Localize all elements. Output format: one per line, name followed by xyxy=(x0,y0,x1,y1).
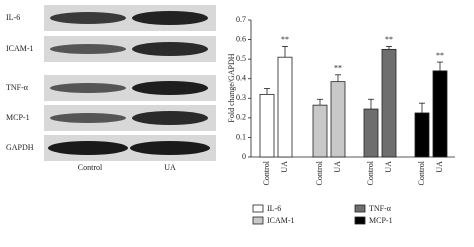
legend-swatch xyxy=(354,204,366,213)
x-tick-label: Control xyxy=(366,160,375,185)
blot-band xyxy=(132,42,208,56)
bar xyxy=(312,104,328,158)
y-axis-label: Fold change/GAPDH xyxy=(227,53,236,122)
y-tick-label: 0.4 xyxy=(236,74,246,83)
legend-label: TNF-α xyxy=(369,204,392,213)
legend-swatch xyxy=(354,216,366,225)
x-tick-label: UA xyxy=(435,161,444,173)
blot-band xyxy=(50,113,126,123)
bar xyxy=(363,108,379,158)
bar xyxy=(432,70,448,158)
blot-column-label: Control xyxy=(78,163,103,172)
blot-band xyxy=(50,12,126,24)
x-tick-label: Control xyxy=(315,160,324,185)
blot-row-label: ICAM-1 xyxy=(6,44,34,53)
legend-swatch xyxy=(252,204,264,213)
blot-band xyxy=(48,141,128,155)
x-tick-label: UA xyxy=(280,161,289,173)
blot-row-label: TNF-α xyxy=(6,83,29,92)
bar xyxy=(259,93,275,158)
x-tick-label: Control xyxy=(417,160,426,185)
blot-column-label: UA xyxy=(164,163,176,172)
blot-band xyxy=(50,44,126,54)
blot-band xyxy=(50,83,126,93)
y-tick-label: 0.3 xyxy=(236,93,246,102)
significance-label: ** xyxy=(281,35,289,44)
y-tick-label: 0.7 xyxy=(236,15,246,24)
blot-band xyxy=(132,111,208,125)
y-tick-label: 0.1 xyxy=(236,132,246,141)
legend-label: MCP-1 xyxy=(369,216,393,225)
legend-label: IL-6 xyxy=(267,204,281,213)
bar xyxy=(414,112,430,158)
y-tick-label: 0 xyxy=(242,152,246,161)
x-tick-label: UA xyxy=(384,161,393,173)
blot-row-label: GAPDH xyxy=(6,143,34,152)
blot-row-label: IL-6 xyxy=(6,13,20,22)
blot-band xyxy=(130,141,210,155)
y-tick-label: 0.2 xyxy=(236,113,246,122)
blot-band xyxy=(132,11,208,25)
x-tick-label: UA xyxy=(333,161,342,173)
bar xyxy=(381,48,397,158)
bar xyxy=(330,81,346,158)
x-tick-label: Control xyxy=(262,160,271,185)
significance-label: ** xyxy=(436,51,444,60)
blot-band xyxy=(132,81,208,95)
y-tick-label: 0.5 xyxy=(236,54,246,63)
figure: IL-6 ICAM-1 TNF-α MCP-1 GAPDH Control UA… xyxy=(6,5,455,225)
significance-label: ** xyxy=(385,35,393,44)
y-tick-label: 0.6 xyxy=(236,34,246,43)
blot-row-label: MCP-1 xyxy=(6,113,30,122)
bar xyxy=(277,56,293,158)
legend-swatch xyxy=(252,216,264,225)
legend-label: ICAM-1 xyxy=(267,216,295,225)
significance-label: ** xyxy=(334,64,342,73)
blot-panel: IL-6 ICAM-1 TNF-α MCP-1 GAPDH Control UA xyxy=(6,5,216,172)
